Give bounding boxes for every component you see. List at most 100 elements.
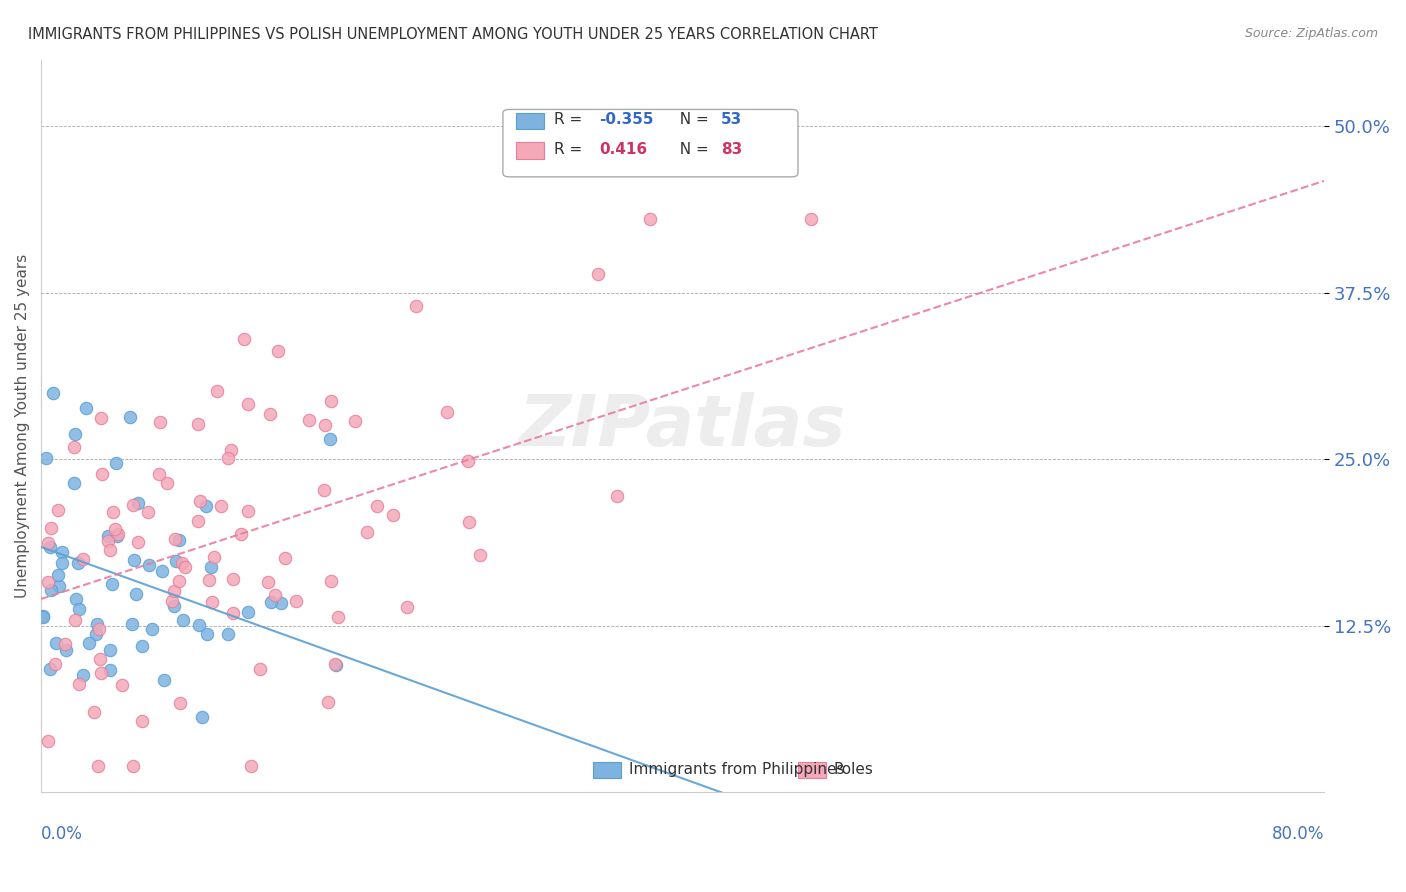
Point xyxy=(53,637,76,651)
Point xyxy=(105,456,128,470)
Point xyxy=(65,592,87,607)
Point xyxy=(195,627,218,641)
Point xyxy=(586,267,609,281)
Point xyxy=(67,602,90,616)
Text: 0.416: 0.416 xyxy=(599,142,647,156)
Point xyxy=(63,440,86,454)
Point xyxy=(172,613,194,627)
Point xyxy=(149,415,172,429)
Point xyxy=(205,384,228,398)
Point xyxy=(382,508,405,522)
Text: 83: 83 xyxy=(721,142,742,156)
Point xyxy=(125,587,148,601)
Point xyxy=(37,536,59,550)
Point xyxy=(174,559,197,574)
Point xyxy=(326,610,349,624)
Point xyxy=(37,734,59,748)
Point xyxy=(260,595,283,609)
Point xyxy=(169,696,191,710)
Point xyxy=(163,532,186,546)
Point xyxy=(122,758,145,772)
Point xyxy=(127,535,149,549)
Point xyxy=(356,525,378,540)
Point xyxy=(44,657,66,671)
Point xyxy=(101,577,124,591)
Point xyxy=(136,505,159,519)
Point xyxy=(188,494,211,508)
Point xyxy=(101,505,124,519)
Point xyxy=(55,643,77,657)
Point xyxy=(75,401,97,415)
Bar xyxy=(516,113,544,129)
Point xyxy=(153,673,176,687)
Point xyxy=(51,545,73,559)
Point xyxy=(187,618,209,632)
Point xyxy=(405,299,427,313)
Point xyxy=(39,521,62,535)
Point xyxy=(67,556,90,570)
Point xyxy=(170,556,193,570)
Point xyxy=(104,522,127,536)
Point xyxy=(107,527,129,541)
Point xyxy=(285,593,308,607)
Point xyxy=(231,527,253,541)
Text: R =: R = xyxy=(554,112,588,128)
Point xyxy=(800,212,823,227)
Point xyxy=(163,599,186,613)
Point xyxy=(256,575,278,590)
Point xyxy=(163,583,186,598)
Point xyxy=(318,695,340,709)
Point xyxy=(98,642,121,657)
Text: -0.355: -0.355 xyxy=(599,112,654,128)
Point xyxy=(63,475,86,490)
Text: ZIPatlas: ZIPatlas xyxy=(519,392,846,460)
Point xyxy=(457,454,479,468)
Point xyxy=(121,616,143,631)
Point xyxy=(606,489,628,503)
Point xyxy=(51,556,73,570)
Point xyxy=(343,414,366,428)
Point xyxy=(366,499,388,513)
Point xyxy=(63,613,86,627)
Text: Source: ZipAtlas.com: Source: ZipAtlas.com xyxy=(1244,27,1378,40)
Point xyxy=(98,542,121,557)
Point xyxy=(131,640,153,654)
Point xyxy=(314,483,336,498)
Point xyxy=(165,554,187,568)
Point xyxy=(468,548,491,562)
Point xyxy=(325,657,347,672)
Bar xyxy=(799,762,827,778)
Point xyxy=(298,413,321,427)
Point xyxy=(198,573,221,587)
Point xyxy=(249,662,271,676)
Point xyxy=(107,529,129,543)
Point xyxy=(131,714,153,728)
Point xyxy=(48,567,70,582)
Point xyxy=(191,710,214,724)
Point xyxy=(98,664,121,678)
Point xyxy=(45,635,67,649)
Point xyxy=(238,605,260,619)
Point xyxy=(436,405,458,419)
Point xyxy=(77,636,100,650)
Point xyxy=(156,476,179,491)
Point xyxy=(35,451,58,466)
Point xyxy=(240,758,263,772)
Point xyxy=(217,626,239,640)
Point xyxy=(39,582,62,597)
Point xyxy=(167,533,190,547)
Point xyxy=(91,467,114,482)
Point xyxy=(314,417,336,432)
Point xyxy=(96,529,118,543)
Bar xyxy=(593,762,621,778)
Point xyxy=(87,623,110,637)
Text: Poles: Poles xyxy=(834,762,873,777)
Point xyxy=(202,550,225,565)
Y-axis label: Unemployment Among Youth under 25 years: Unemployment Among Youth under 25 years xyxy=(15,254,30,599)
Point xyxy=(217,450,239,465)
Point xyxy=(118,409,141,424)
Point xyxy=(232,332,254,346)
Point xyxy=(187,417,209,432)
Text: 53: 53 xyxy=(721,112,742,128)
Point xyxy=(238,503,260,517)
